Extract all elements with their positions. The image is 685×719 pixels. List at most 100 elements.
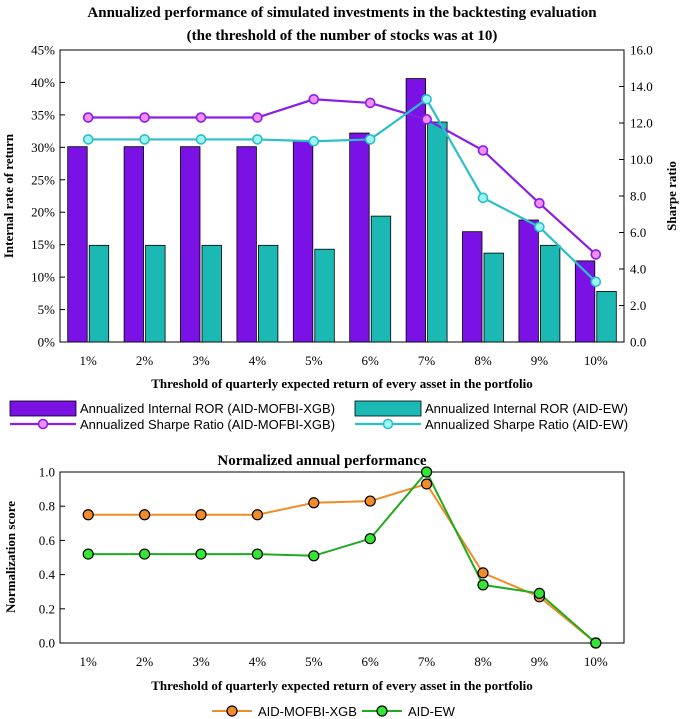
y-tick-label: 5% [38,302,56,317]
x-tick-label: 10% [584,353,608,368]
sharpe-point-ew-1pct [82,134,94,145]
chart1-y-axis-ticks: 0% 5% 10% 15% 20% 25% 30% 35% 40% 45% [31,43,65,350]
bar-ew-2pct [145,244,166,343]
y2-tick-label: 2.0 [630,298,646,313]
chart2-y-axis-ticks: 0.0 0.2 0.4 0.6 0.8 1.0 [39,465,65,651]
sharpe-point-ew-7pct [421,93,432,105]
norm-point-mofbi-7pct [421,478,433,490]
norm-point-ew-3pct [195,548,207,560]
sharpe-line-ew [88,97,597,283]
x-tick-label: 3% [192,654,210,669]
x-tick-label: 1% [80,353,98,368]
legend-label-bar-mofbi: Annualized Internal ROR (AID-MOFBI-XGB) [80,401,335,416]
chart1-title: Annualized performance of simulated inve… [87,5,597,21]
chart2-legend: AID-MOFBI-XGB AID-EW [212,704,456,719]
chart1-y2-axis-label: Sharpe ratio [664,161,679,231]
sharpe-point-ew-2pct [139,134,150,145]
bar-mofbi-3pct [180,146,201,343]
y-tick-label: 15% [31,237,55,252]
norm-point-ew-7pct [421,466,433,478]
norm-point-mofbi-8pct [477,567,489,579]
norm-line-ew [88,470,597,644]
sharpe-point-mofbi-7pct [421,114,432,125]
bar-ew-9pct [540,244,561,343]
bar-ew-10pct [596,290,617,343]
x-tick-label: 8% [474,353,492,368]
chart1-legend: Annualized Internal ROR (AID-MOFBI-XGB) … [9,400,628,432]
legend-label-line-ew: Annualized Sharpe Ratio (AID-EW) [425,417,628,432]
sharpe-point-mofbi-1pct [82,112,94,123]
y-tick-label: 35% [31,107,55,122]
chart2-title: Normalized annual performance [217,453,426,469]
bar-mofbi-6pct [349,132,370,343]
x-tick-label: 5% [305,654,323,669]
legend-swatch-bar-ew [354,400,422,417]
bar-mofbi-1pct [67,146,88,343]
bar-mofbi-8pct [462,231,483,343]
norm-point-mofbi-3pct [195,509,207,521]
bar-ew-4pct [257,244,279,343]
y2-tick-label: 16.0 [630,43,653,58]
bar-ew-8pct [483,252,504,343]
x-tick-label: 4% [249,353,267,368]
norm-point-ew-1pct [82,548,94,560]
bar-mofbi-4pct [236,146,257,343]
chart1-plot-area [59,49,625,343]
chart2-x-axis-ticks: 1% 2% 3% 4% 5% 6% 7% 8% 9% 10% [80,654,608,669]
sharpe-point-mofbi-9pct [534,198,545,209]
x-tick-label: 6% [362,353,380,368]
y-tick-label: 45% [31,43,55,58]
norm-point-mofbi-1pct [82,509,94,521]
bar-ew-6pct [370,215,392,343]
sharpe-point-mofbi-5pct [308,93,320,105]
y-tick-label: 30% [31,140,55,155]
sharpe-line-mofbi [88,98,597,256]
x-tick-label: 5% [305,353,323,368]
x-tick-label: 6% [362,654,380,669]
y2-tick-label: 0.0 [630,335,646,350]
x-tick-label: 4% [249,654,267,669]
y-tick-label: 10% [31,270,55,285]
legend-label-mofbi-norm: AID-MOFBI-XGB [258,704,357,719]
y2-tick-label: 12.0 [630,116,653,131]
sharpe-point-ew-8pct [477,192,489,204]
y2-tick-label: 8.0 [630,189,646,204]
x-tick-label: 7% [418,353,436,368]
norm-point-mofbi-6pct [364,495,376,507]
x-tick-label: 1% [80,654,98,669]
norm-point-mofbi-4pct [251,509,263,521]
norm-point-ew-10pct [590,637,602,649]
norm-point-mofbi-2pct [139,509,151,521]
norm-point-ew-8pct [477,579,489,591]
legend-marker-mofbi-norm [226,705,238,717]
sharpe-point-mofbi-3pct [195,112,207,123]
sharpe-point-ew-6pct [364,134,376,145]
chart1-bars [67,78,617,343]
y-tick-label: 0.0 [39,636,55,651]
chart2-lines [82,466,602,649]
y-tick-label: 0.8 [39,499,55,514]
sharpe-point-ew-9pct [534,221,545,233]
chart1-x-axis-label: Threshold of quarterly expected return o… [151,376,533,391]
y-tick-label: 1.0 [39,465,55,480]
y-tick-label: 20% [31,205,55,220]
norm-point-ew-5pct [308,550,320,562]
x-tick-label: 2% [136,353,154,368]
sharpe-point-ew-5pct [308,135,320,147]
x-tick-label: 7% [418,654,436,669]
legend-label-line-mofbi: Annualized Sharpe Ratio (AID-MOFBI-XGB) [80,417,335,432]
bar-mofbi-7pct [405,78,427,343]
y-tick-label: 25% [31,172,55,187]
norm-point-ew-4pct [251,548,263,560]
y2-tick-label: 6.0 [630,225,646,240]
legend-label-bar-ew: Annualized Internal ROR (AID-EW) [425,401,628,416]
chart2-y-axis-label: Normalization score [3,501,18,613]
y-tick-label: 0.4 [39,567,56,582]
chart1-y-axis-label: Internal rate of return [1,133,16,258]
bar-mofbi-2pct [123,146,144,343]
y2-tick-label: 4.0 [630,262,646,277]
chart1-subtitle: (the threshold of the number of stocks w… [187,28,498,44]
x-tick-label: 8% [474,654,492,669]
